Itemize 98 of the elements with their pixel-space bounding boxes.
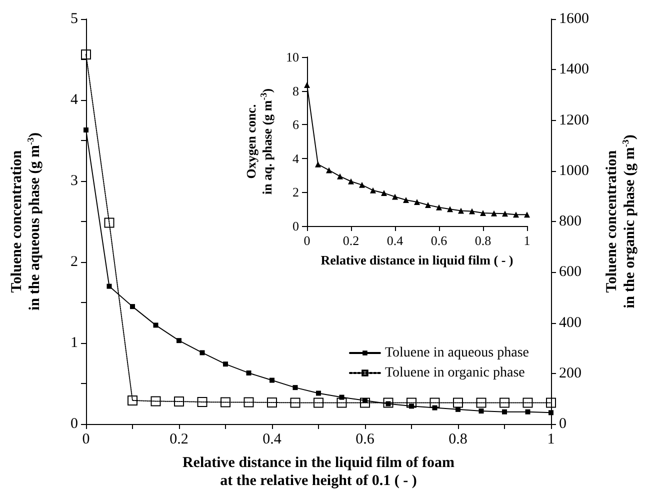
point — [456, 406, 460, 412]
point — [447, 206, 453, 212]
point — [359, 182, 365, 188]
y-tick-label: 1 — [70, 335, 78, 351]
y-tick-label: 4 — [292, 150, 300, 166]
y-tick-label: 10 — [286, 50, 299, 64]
point — [546, 398, 556, 408]
point — [337, 173, 343, 180]
point — [174, 396, 184, 406]
x-tick-label: 0.8 — [474, 233, 492, 248]
point — [314, 398, 324, 408]
point — [150, 396, 161, 406]
y-axis-title: Toluene concentration in the aqueous phase (g m-3) — [9, 132, 43, 310]
point — [223, 362, 228, 367]
point — [502, 409, 507, 414]
x-tick-label: 0 — [82, 432, 90, 448]
point — [104, 218, 114, 228]
y-tick-label: 2 — [292, 184, 299, 200]
point — [436, 204, 442, 210]
x-axis-title: Relative distance in liquid film ( - ) — [320, 252, 514, 268]
y2-tick-label: 1400 — [559, 62, 589, 78]
point — [360, 398, 370, 408]
y-tick-label: 5 — [70, 11, 78, 27]
point — [197, 396, 208, 407]
y2-tick-label: 800 — [559, 214, 582, 230]
y2-tick-label: 600 — [559, 264, 582, 280]
point — [522, 398, 533, 408]
x-tick-label: 0.6 — [356, 432, 375, 448]
x-tick-label: 0.2 — [342, 233, 360, 248]
point — [292, 385, 298, 390]
point — [130, 304, 135, 310]
x-axis-title: Relative distance in the liquid film of foam at the relative height of 0.1 ( - ) — [182, 455, 456, 489]
point — [453, 398, 463, 408]
point — [383, 398, 394, 408]
y2-tick-label: 200 — [559, 365, 582, 382]
y-axis-title: Oxygen conc. in aq. phase (g m-3) — [244, 88, 275, 195]
y2-tick-label: 1600 — [559, 11, 589, 27]
point — [425, 202, 431, 208]
y2-tick-label: 1200 — [559, 112, 589, 128]
point — [469, 208, 475, 214]
point — [176, 338, 182, 344]
point — [381, 190, 387, 196]
x-tick-label: 0.6 — [430, 233, 448, 248]
point — [246, 370, 252, 376]
y2-tick-label: 400 — [559, 314, 582, 331]
point — [478, 408, 484, 414]
y-tick-label: 2 — [70, 254, 78, 270]
y-tick-label: 0 — [70, 416, 78, 432]
point — [525, 409, 530, 414]
point — [81, 49, 91, 60]
point — [106, 284, 112, 289]
y-tick-label: 0 — [292, 218, 299, 234]
point — [348, 178, 354, 184]
point — [290, 398, 300, 408]
x-tick-label: 0.8 — [448, 432, 468, 448]
y2-tick-label: 0 — [559, 416, 566, 432]
point — [267, 397, 277, 408]
x-tick-label: 1 — [547, 432, 555, 448]
y-tick-label: 6 — [292, 117, 300, 132]
point — [524, 212, 530, 218]
point — [270, 378, 274, 383]
legend-label: Toluene in aqueous phase — [384, 346, 530, 360]
x-tick-label: 0.4 — [262, 432, 282, 448]
point — [128, 395, 138, 406]
x-tick-label: 0.4 — [386, 233, 404, 248]
y2-tick-label: 1000 — [559, 162, 589, 179]
point — [513, 212, 519, 218]
y-tick-label: 4 — [70, 92, 78, 108]
point — [336, 398, 347, 408]
point — [502, 210, 508, 217]
y-tick-label: 8 — [292, 83, 299, 98]
point — [406, 398, 416, 408]
point — [84, 127, 88, 132]
point — [304, 82, 310, 88]
point — [316, 390, 321, 396]
point — [326, 167, 332, 174]
point — [200, 350, 205, 356]
x-tick-label: 0.2 — [170, 432, 188, 448]
point — [458, 208, 464, 214]
y2-axis-title: Toluene concentration in the organic phase (g m-3) — [604, 134, 638, 308]
y-tick-label: 3 — [70, 173, 78, 189]
x-tick-label: 1 — [524, 233, 530, 248]
point — [476, 398, 486, 408]
point — [370, 187, 376, 194]
point — [392, 194, 398, 200]
point — [548, 410, 554, 416]
point — [153, 322, 158, 328]
point — [491, 210, 497, 216]
point — [244, 397, 254, 408]
legend-label: Toluene in organic phase — [384, 366, 525, 380]
point — [414, 199, 420, 205]
point — [403, 196, 409, 203]
x-tick-label: 0 — [304, 233, 310, 248]
point — [500, 398, 510, 408]
point — [220, 397, 230, 408]
point — [315, 161, 321, 168]
point — [430, 398, 440, 408]
point — [480, 210, 486, 216]
